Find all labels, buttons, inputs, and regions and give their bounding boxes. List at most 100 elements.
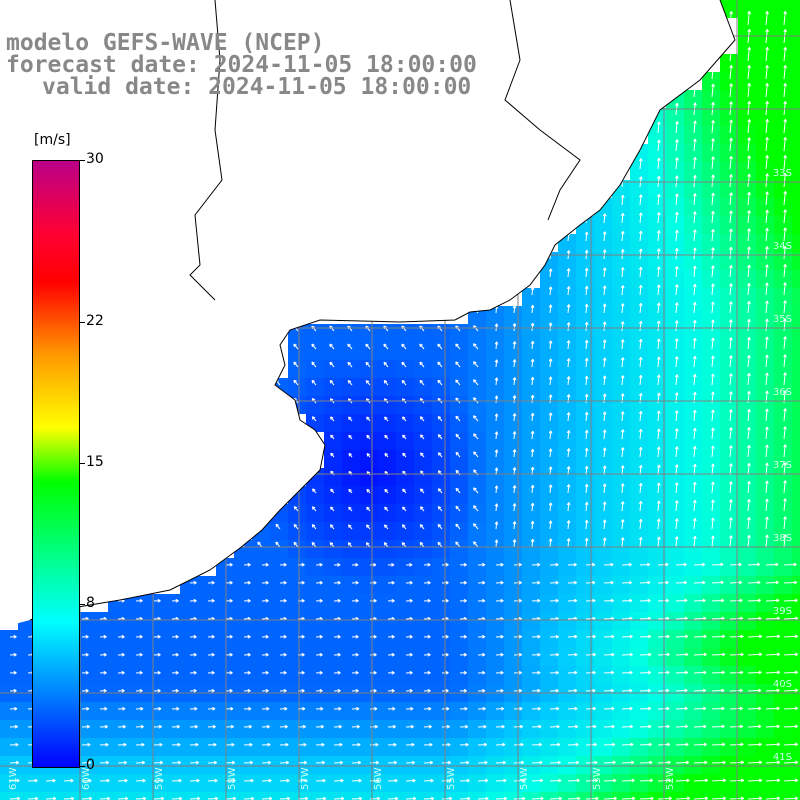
wind-arrow — [729, 445, 733, 458]
wind-arrow — [423, 742, 433, 747]
wind-arrow — [333, 670, 341, 675]
field-cell — [324, 522, 342, 540]
field-cell — [504, 666, 522, 684]
field-cell — [684, 432, 702, 450]
field-cell — [306, 486, 324, 504]
field-cell — [648, 126, 666, 144]
field-cell — [558, 756, 576, 774]
field-cell — [360, 666, 378, 684]
field-cell — [396, 522, 414, 540]
field-cell — [792, 756, 800, 774]
field-cell — [576, 432, 594, 450]
field-cell — [558, 468, 576, 486]
field-cell — [792, 324, 800, 342]
wind-arrow — [747, 426, 751, 440]
field-cell — [792, 18, 800, 36]
field-cell — [504, 648, 522, 666]
field-cell — [576, 792, 594, 800]
field-cell — [612, 522, 630, 540]
field-cell — [648, 198, 666, 216]
wind-arrow — [207, 652, 215, 657]
wind-arrow — [747, 137, 751, 152]
wind-arrow — [602, 501, 607, 512]
field-cell — [252, 774, 270, 792]
wind-arrow — [315, 634, 323, 639]
field-cell — [666, 666, 684, 684]
field-cell — [774, 378, 792, 396]
field-cell — [378, 396, 396, 414]
wind-arrow — [293, 541, 299, 548]
field-cell — [738, 486, 756, 504]
wind-arrow — [419, 541, 425, 548]
field-cell — [36, 792, 54, 800]
field-cell — [792, 270, 800, 288]
field-cell — [630, 198, 648, 216]
field-cell — [468, 396, 486, 414]
field-cell — [594, 234, 612, 252]
field-cell — [792, 216, 800, 234]
wind-arrow — [638, 212, 643, 224]
wind-arrow — [638, 248, 643, 260]
field-cell — [594, 324, 612, 342]
field-cell — [792, 198, 800, 216]
field-cell — [450, 612, 468, 630]
wind-arrow — [765, 760, 781, 765]
wind-arrow — [711, 598, 725, 603]
field-cell — [486, 486, 504, 504]
field-cell — [720, 468, 738, 486]
field-cell — [648, 738, 666, 756]
field-cell — [666, 702, 684, 720]
wind-arrow — [692, 283, 697, 296]
wind-arrow — [711, 580, 724, 585]
wind-arrow — [567, 598, 578, 603]
wind-arrow — [351, 562, 359, 567]
field-cell — [504, 594, 522, 612]
field-cell — [792, 162, 800, 180]
field-cell — [288, 576, 306, 594]
field-cell — [396, 630, 414, 648]
wind-arrow — [365, 542, 371, 548]
field-cell — [270, 594, 288, 612]
field-cell — [702, 180, 720, 198]
field-cell — [468, 324, 486, 342]
field-cell — [774, 72, 792, 90]
field-cell — [756, 648, 774, 666]
field-cell — [234, 648, 252, 666]
field-cell — [630, 180, 648, 198]
wind-arrow — [207, 634, 215, 639]
wind-arrow — [585, 562, 596, 567]
field-cell — [450, 486, 468, 504]
field-cell — [432, 432, 450, 450]
wind-arrow — [351, 670, 359, 675]
field-cell — [540, 558, 558, 576]
wind-arrow — [135, 670, 143, 675]
field-cell — [270, 648, 288, 666]
coastline — [29, 0, 736, 621]
field-cell — [702, 792, 720, 800]
field-cell — [180, 792, 198, 800]
wind-arrow — [620, 212, 625, 224]
wind-arrow — [225, 670, 233, 675]
wind-arrow — [293, 379, 299, 386]
wind-arrow — [639, 742, 652, 747]
wind-arrow — [675, 580, 688, 585]
wind-arrow — [275, 541, 281, 548]
wind-arrow — [567, 562, 577, 567]
wind-arrow — [729, 137, 733, 152]
field-cell — [504, 414, 522, 432]
field-cell — [558, 522, 576, 540]
field-cell — [702, 648, 720, 666]
wind-arrow — [656, 284, 661, 296]
field-cell — [774, 432, 792, 450]
field-cell — [666, 396, 684, 414]
wind-arrow — [675, 157, 679, 170]
wind-arrow — [620, 303, 625, 314]
wind-arrow — [81, 778, 92, 783]
wind-arrow — [638, 464, 643, 476]
wind-arrow — [279, 742, 289, 747]
field-cell — [576, 450, 594, 468]
field-cell — [396, 576, 414, 594]
field-cell — [504, 630, 522, 648]
field-cell — [342, 738, 360, 756]
wind-arrow — [455, 487, 461, 494]
